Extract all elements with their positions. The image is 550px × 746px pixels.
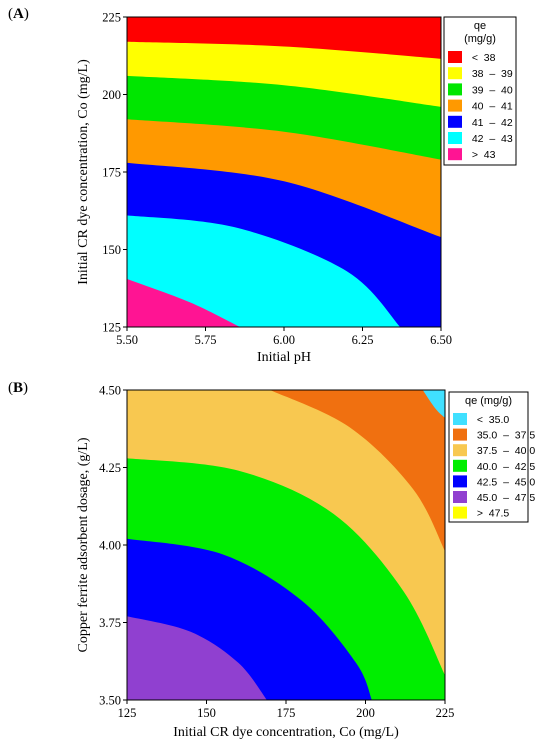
y-tick-label: 175 bbox=[102, 166, 121, 180]
legend-label: 35.0 – 37.5 bbox=[471, 430, 535, 442]
legend-swatch bbox=[448, 132, 462, 144]
x-tick-label: 6.00 bbox=[273, 333, 295, 347]
legend-label: < 35.0 bbox=[471, 414, 509, 426]
legend-label: > 47.5 bbox=[471, 508, 509, 520]
legend-swatch bbox=[448, 148, 462, 160]
legend-label: 41 – 42 bbox=[466, 117, 513, 129]
y-tick-label: 4.25 bbox=[99, 461, 121, 475]
legend-label: > 43 bbox=[466, 149, 496, 161]
legend: qe(mg/g) < 38 38 – 39 39 – 40 40 – 41 41… bbox=[444, 17, 516, 165]
y-tick-label: 150 bbox=[102, 243, 121, 257]
y-tick-label: 3.50 bbox=[99, 694, 121, 708]
legend-swatch bbox=[448, 83, 462, 95]
x-axis-label: Initial CR dye concentration, Co (mg/L) bbox=[173, 725, 399, 740]
legend-label: 37.5 – 40.0 bbox=[471, 445, 535, 457]
legend-swatch bbox=[453, 444, 467, 456]
y-tick-label: 3.75 bbox=[99, 616, 121, 630]
legend-label: 42 – 43 bbox=[466, 133, 513, 145]
y-tick-label: 4.00 bbox=[99, 539, 121, 553]
panel-letter: (A) bbox=[8, 6, 29, 22]
legend-label: 38 – 39 bbox=[466, 68, 513, 80]
x-tick-label: 125 bbox=[118, 706, 137, 720]
legend-label: 39 – 40 bbox=[466, 84, 513, 96]
contour-regions bbox=[122, 385, 450, 705]
legend-label: < 38 bbox=[466, 52, 496, 64]
x-tick-label: 175 bbox=[277, 706, 296, 720]
legend-swatch bbox=[453, 413, 467, 425]
y-tick-label: 4.50 bbox=[99, 384, 121, 398]
legend: qe (mg/g) < 35.0 35.0 – 37.5 37.5 – 40.0… bbox=[449, 392, 535, 522]
y-axis-label: Initial CR dye concentration, Co (mg/L) bbox=[76, 59, 91, 285]
panel-letter: (B) bbox=[8, 380, 28, 396]
x-tick-label: 150 bbox=[197, 706, 216, 720]
legend-swatch bbox=[453, 491, 467, 503]
x-tick-label: 6.25 bbox=[352, 333, 374, 347]
legend-title: qe bbox=[474, 20, 486, 32]
legend-label: 45.0 – 47.5 bbox=[471, 492, 535, 504]
legend-label: 40 – 41 bbox=[466, 101, 513, 113]
legend-swatch bbox=[448, 116, 462, 128]
legend-swatch bbox=[448, 100, 462, 112]
x-tick-label: 5.50 bbox=[116, 333, 138, 347]
legend-label: 40.0 – 42.5 bbox=[471, 461, 535, 473]
legend-swatch bbox=[453, 475, 467, 487]
legend-swatch bbox=[448, 51, 462, 63]
legend-swatch bbox=[453, 507, 467, 519]
x-tick-label: 6.50 bbox=[430, 333, 452, 347]
contour-regions bbox=[122, 17, 446, 332]
legend-title: (mg/g) bbox=[464, 33, 496, 45]
x-tick-label: 200 bbox=[356, 706, 375, 720]
y-axis-label: Copper ferrite adsorbent dosage, (g/L) bbox=[76, 437, 91, 652]
panel-a: 5.50 5.75 6.00 6.25 6.50 125 150 175 200 225 Initi… bbox=[8, 6, 516, 365]
y-tick-label: 125 bbox=[102, 321, 121, 335]
legend-swatch bbox=[448, 67, 462, 79]
legend-swatch bbox=[453, 460, 467, 472]
x-axis-label: Initial pH bbox=[257, 350, 311, 365]
legend-label: 42.5 – 45.0 bbox=[471, 476, 535, 488]
panel-b: 125 150 175 200 225 3.50 3.75 4.00 4.25 4.50 Initi… bbox=[8, 380, 535, 740]
legend-swatch bbox=[453, 429, 467, 441]
x-tick-label: 225 bbox=[436, 706, 455, 720]
y-tick-label: 225 bbox=[102, 11, 121, 25]
legend-title: qe (mg/g) bbox=[465, 395, 512, 407]
x-tick-label: 5.75 bbox=[195, 333, 217, 347]
y-tick-label: 200 bbox=[102, 88, 121, 102]
